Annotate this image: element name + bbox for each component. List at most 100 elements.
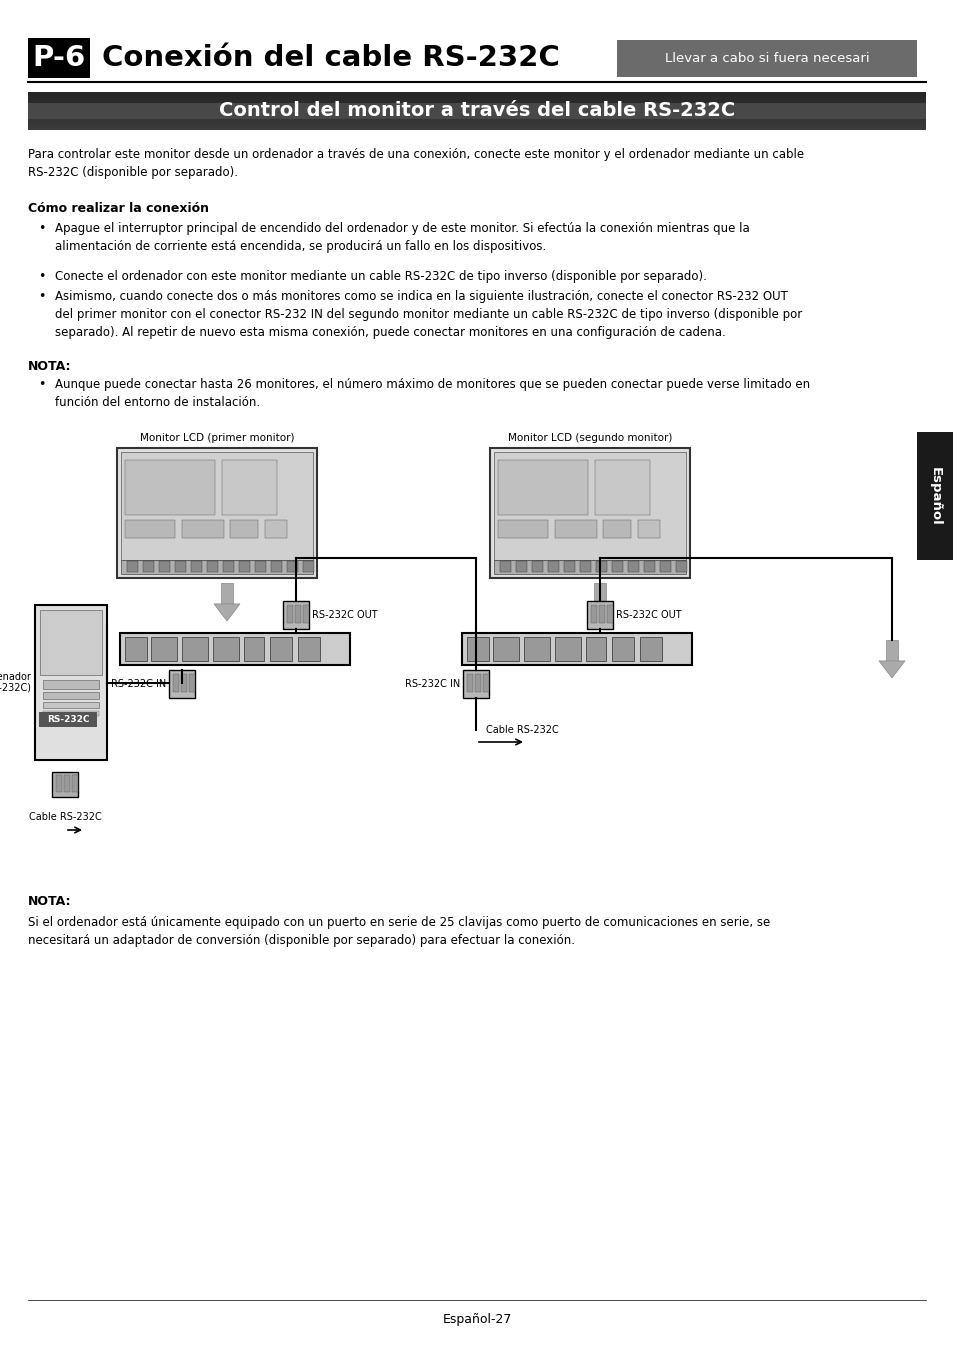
Bar [586, 601, 613, 629]
Polygon shape [885, 640, 897, 662]
Bar [499, 562, 511, 572]
Bar [595, 460, 649, 514]
Bar [612, 637, 634, 662]
Bar [213, 637, 239, 662]
Text: •: • [38, 378, 46, 392]
Bar [303, 605, 309, 622]
Bar [563, 562, 575, 572]
Bar [287, 605, 293, 622]
Bar [43, 702, 99, 707]
Bar [254, 562, 266, 572]
Bar [676, 562, 686, 572]
Text: RS-232C OUT: RS-232C OUT [312, 610, 377, 620]
Text: Llevar a cabo si fuera necesari: Llevar a cabo si fuera necesari [664, 53, 868, 65]
Bar [28, 124, 925, 126]
Bar [916, 432, 953, 560]
Bar [222, 460, 276, 514]
Bar [28, 109, 925, 111]
Bar [555, 520, 597, 539]
Bar [172, 674, 179, 693]
Bar [120, 633, 350, 666]
Text: Monitor LCD (primer monitor): Monitor LCD (primer monitor) [139, 433, 294, 443]
Bar [532, 562, 542, 572]
Bar [516, 562, 526, 572]
Text: Conecte el ordenador con este monitor mediante un cable RS-232C de tipo inverso : Conecte el ordenador con este monitor me… [55, 270, 706, 284]
Text: Aunque puede conectar hasta 26 monitores, el número máximo de monitores que se p: Aunque puede conectar hasta 26 monitores… [55, 378, 809, 409]
Bar [182, 637, 208, 662]
Bar [28, 115, 925, 116]
Bar [125, 520, 174, 539]
Bar [52, 772, 78, 796]
Bar [659, 562, 670, 572]
Bar [28, 123, 925, 124]
Bar [638, 520, 659, 539]
Bar [494, 560, 685, 574]
Bar [643, 562, 655, 572]
Bar [606, 605, 613, 622]
Bar [494, 452, 685, 560]
Bar [28, 105, 925, 107]
Bar [244, 637, 264, 662]
Bar [117, 448, 316, 578]
Bar [627, 562, 639, 572]
Bar [28, 96, 925, 97]
Bar [159, 562, 170, 572]
Bar [125, 637, 147, 662]
Bar [596, 562, 606, 572]
Bar [143, 562, 153, 572]
Bar [191, 562, 202, 572]
Bar [28, 107, 925, 109]
Bar [207, 562, 218, 572]
Bar [475, 674, 480, 693]
Bar [598, 605, 604, 622]
Text: NOTA:: NOTA: [28, 895, 71, 909]
Polygon shape [586, 603, 613, 621]
Text: Asimismo, cuando conecte dos o más monitores como se indica en la siguiente ilus: Asimismo, cuando conecte dos o más monit… [55, 290, 801, 339]
Bar [121, 560, 313, 574]
Bar [28, 95, 925, 96]
Bar [28, 104, 925, 119]
Bar [40, 610, 102, 675]
Bar [56, 775, 62, 792]
Bar [174, 562, 186, 572]
Bar [71, 775, 78, 792]
Bar [169, 670, 194, 698]
Text: Español-27: Español-27 [442, 1314, 511, 1327]
Text: •: • [38, 270, 46, 284]
Bar [283, 601, 309, 629]
Bar [127, 562, 138, 572]
Bar [239, 562, 250, 572]
Bar [287, 562, 297, 572]
Text: Cable RS-232C: Cable RS-232C [485, 725, 558, 734]
Bar [297, 637, 319, 662]
Polygon shape [878, 662, 904, 678]
Bar [523, 637, 550, 662]
Bar [64, 775, 70, 792]
Bar [28, 120, 925, 123]
Text: Cable RS-232C: Cable RS-232C [29, 811, 101, 822]
Bar [497, 520, 547, 539]
Text: NOTA:: NOTA: [28, 360, 71, 373]
Bar [294, 605, 301, 622]
Bar [579, 562, 590, 572]
Text: Monitor LCD (segundo monitor): Monitor LCD (segundo monitor) [507, 433, 672, 443]
Text: RS-232C IN: RS-232C IN [404, 679, 459, 688]
Bar [151, 637, 177, 662]
Bar [265, 520, 287, 539]
Bar [28, 97, 925, 100]
Bar [28, 92, 925, 95]
Bar [39, 711, 97, 728]
Text: Conexión del cable RS-232C: Conexión del cable RS-232C [102, 45, 559, 72]
Bar [28, 128, 925, 130]
Bar [303, 562, 314, 572]
Text: RS-232C OUT: RS-232C OUT [616, 610, 680, 620]
Text: Para controlar este monitor desde un ordenador a través de una conexión, conecte: Para controlar este monitor desde un ord… [28, 148, 803, 180]
Bar [639, 637, 661, 662]
Bar [617, 40, 916, 77]
Bar [612, 562, 622, 572]
Bar [28, 119, 925, 120]
Bar [490, 448, 689, 578]
Bar [602, 520, 630, 539]
Text: Control del monitor a través del cable RS-232C: Control del monitor a través del cable R… [218, 101, 735, 120]
Text: RS-232C IN: RS-232C IN [111, 679, 166, 688]
